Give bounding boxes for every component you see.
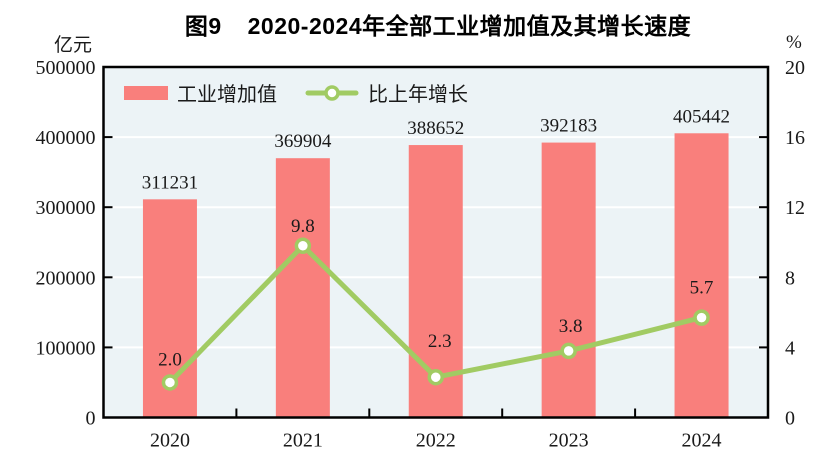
legend-item-bar-series: 工业增加值: [124, 78, 277, 107]
line-marker-2024: [693, 309, 710, 326]
right-tick-label-0: 0: [785, 408, 795, 430]
line-marker-2023: [560, 342, 577, 360]
x-tick-label-2023: 2023: [549, 430, 589, 452]
x-tick-label-2022: 2022: [416, 430, 456, 452]
legend: 工业增加值 比上年增长: [124, 78, 468, 107]
bar-value-label-2022: 388652: [407, 118, 464, 139]
bar-series-swatch-icon: [124, 85, 168, 100]
legend-item-line-series: 比上年增长: [305, 78, 468, 107]
line-value-label-2021: 9.8: [291, 216, 315, 237]
x-tick-label-2021: 2021: [283, 430, 323, 452]
left-tick-label-400000: 400000: [36, 127, 96, 149]
bar-2023: [541, 142, 596, 418]
right-tick-label-12: 12: [785, 197, 805, 219]
left-tick-label-500000: 500000: [36, 57, 96, 79]
line-value-label-2024: 5.7: [690, 278, 714, 299]
line-value-label-2023: 3.8: [559, 316, 583, 337]
plot-border: [102, 65, 770, 419]
line-value-label-2020: 2.0: [158, 349, 182, 370]
figure-number: 图9: [184, 13, 222, 39]
line-series-legend-label: 比上年增长: [368, 84, 468, 106]
left-tick-label-0: 0: [86, 408, 96, 430]
line-marker-2022: [427, 368, 444, 386]
chart-title-text: 2020-2024年全部工业增加值及其增长速度: [247, 13, 692, 39]
bar-value-label-2023: 392183: [540, 116, 597, 137]
right-tick-label-16: 16: [785, 127, 805, 149]
line-marker-2020: [161, 374, 179, 391]
left-tick-label-100000: 100000: [36, 337, 96, 359]
right-axis-unit-label: %: [786, 32, 802, 53]
left-axis-unit-label: 亿元: [53, 35, 92, 56]
right-tick-label-8: 8: [785, 267, 795, 289]
chart-title: 图9 2020-2024年全部工业增加值及其增长速度: [22, 7, 832, 41]
right-tick-label-20: 20: [785, 57, 805, 79]
line-value-label-2022: 2.3: [428, 331, 452, 352]
bar-value-label-2024: 405442: [673, 106, 730, 127]
left-tick-label-200000: 200000: [36, 267, 96, 289]
x-tick-label-2024: 2024: [682, 430, 722, 452]
line-series-marker-icon: [305, 84, 359, 101]
bar-2024: [674, 133, 729, 418]
left-tick-label-300000: 300000: [36, 197, 96, 219]
right-tick-label-4: 4: [785, 337, 795, 359]
bar-value-label-2020: 311231: [142, 172, 198, 193]
bar-2021: [275, 158, 330, 418]
bar-value-label-2021: 369904: [274, 131, 332, 152]
line-marker-2021: [294, 237, 312, 255]
x-tick-label-2020: 2020: [150, 430, 190, 452]
bar-series-legend-label: 工业增加值: [177, 84, 277, 106]
